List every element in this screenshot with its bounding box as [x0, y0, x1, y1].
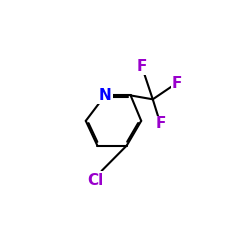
Text: F: F — [172, 76, 182, 91]
Text: F: F — [137, 60, 147, 74]
Text: N: N — [99, 88, 112, 103]
Text: Cl: Cl — [88, 173, 104, 188]
Text: F: F — [155, 116, 166, 132]
